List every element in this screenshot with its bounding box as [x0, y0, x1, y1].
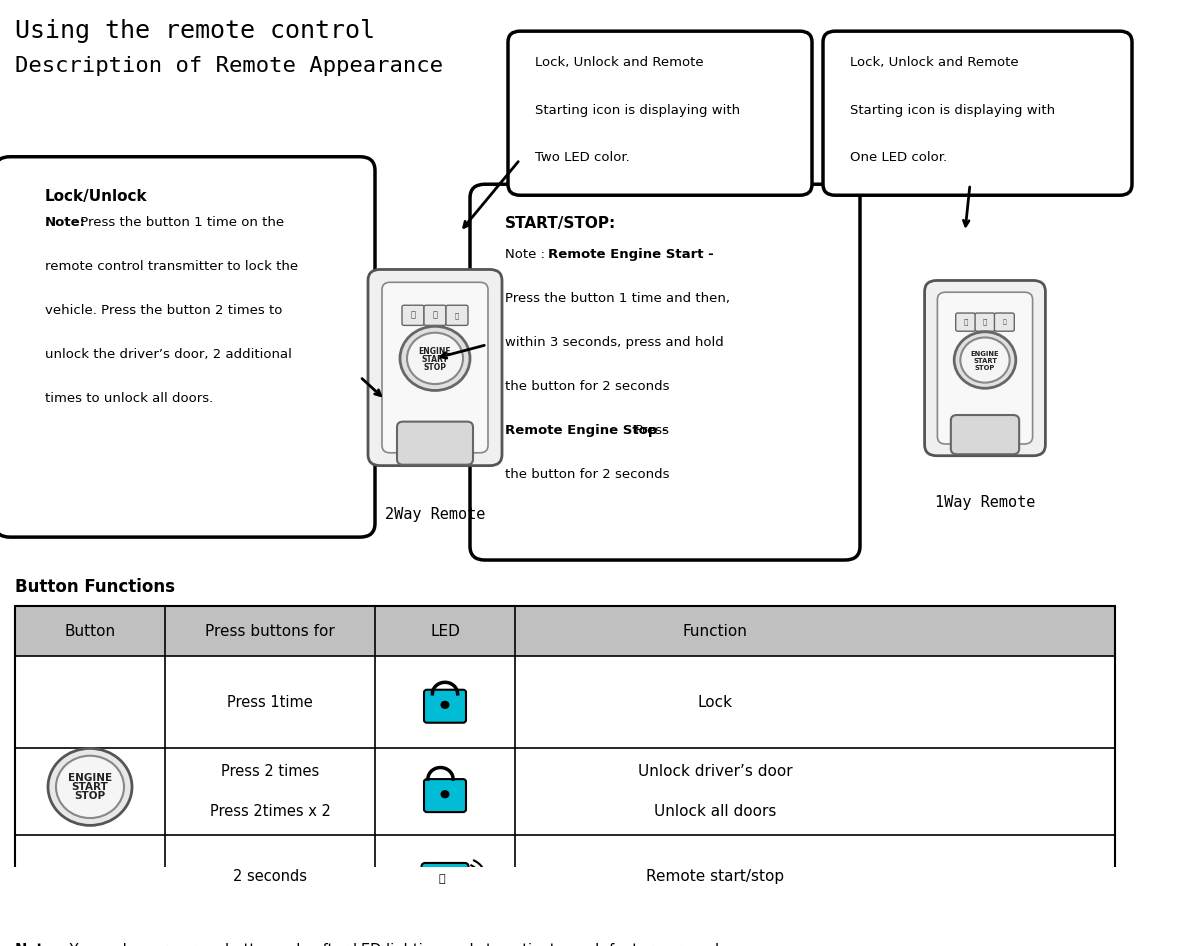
Text: Lock, Unlock and Remote: Lock, Unlock and Remote: [851, 56, 1019, 69]
Text: You make sure press button only after LED lighting ends to activate each feature: You make sure press button only after LE…: [65, 943, 730, 946]
FancyBboxPatch shape: [446, 306, 468, 325]
Text: 2 seconds: 2 seconds: [233, 868, 308, 884]
Text: 🚗: 🚗: [439, 874, 445, 884]
Text: Press 2times x 2: Press 2times x 2: [209, 804, 330, 819]
FancyBboxPatch shape: [397, 422, 473, 464]
Text: ENGINE: ENGINE: [971, 351, 1000, 357]
Circle shape: [400, 326, 470, 391]
Text: START/STOP:: START/STOP:: [505, 217, 616, 232]
Circle shape: [961, 338, 1009, 382]
Text: Press buttons for: Press buttons for: [205, 623, 335, 639]
FancyBboxPatch shape: [382, 282, 489, 453]
Text: the button for 2 seconds: the button for 2 seconds: [505, 380, 670, 394]
Bar: [15, 605, 1116, 657]
FancyBboxPatch shape: [823, 31, 1132, 195]
FancyBboxPatch shape: [424, 690, 466, 723]
Text: within 3 seconds, press and hold: within 3 seconds, press and hold: [505, 337, 724, 349]
FancyBboxPatch shape: [424, 306, 446, 325]
FancyBboxPatch shape: [402, 306, 424, 325]
Text: 2Way Remote: 2Way Remote: [384, 507, 485, 521]
Circle shape: [49, 748, 132, 826]
FancyBboxPatch shape: [508, 31, 812, 195]
Text: Remote Engine Start -: Remote Engine Start -: [549, 249, 715, 261]
FancyBboxPatch shape: [424, 780, 466, 812]
Text: times to unlock all doors.: times to unlock all doors.: [45, 393, 213, 405]
Text: Press: Press: [635, 425, 671, 437]
Text: Lock, Unlock and Remote: Lock, Unlock and Remote: [535, 56, 704, 69]
Text: Starting icon is displaying with: Starting icon is displaying with: [535, 103, 741, 116]
Text: ENGINE: ENGINE: [419, 346, 451, 356]
Text: Remote Engine Stop -: Remote Engine Stop -: [505, 425, 672, 437]
Text: START: START: [972, 358, 997, 364]
FancyBboxPatch shape: [925, 280, 1046, 456]
Text: the button for 2 seconds: the button for 2 seconds: [505, 468, 670, 482]
FancyBboxPatch shape: [956, 313, 976, 331]
Text: Note:: Note:: [15, 943, 60, 946]
FancyBboxPatch shape: [937, 292, 1033, 444]
Text: Starting icon is displaying with: Starting icon is displaying with: [851, 103, 1055, 116]
Text: Button: Button: [64, 623, 116, 639]
Text: START: START: [421, 355, 448, 364]
Text: LED: LED: [431, 623, 460, 639]
Text: 🔓: 🔓: [983, 319, 987, 325]
Text: 1Way Remote: 1Way Remote: [935, 495, 1035, 510]
Text: STOP: STOP: [975, 365, 995, 371]
Text: START: START: [72, 782, 109, 792]
Text: 🔓: 🔓: [433, 311, 438, 320]
FancyBboxPatch shape: [470, 184, 860, 560]
Text: unlock the driver’s door, 2 additional: unlock the driver’s door, 2 additional: [45, 348, 292, 361]
Text: ENGINE: ENGINE: [67, 773, 112, 782]
Text: Press 1time: Press 1time: [227, 694, 312, 710]
Circle shape: [407, 333, 463, 384]
Circle shape: [56, 756, 124, 818]
Text: 🔒: 🔒: [411, 311, 415, 320]
FancyBboxPatch shape: [0, 157, 375, 537]
Text: Press 2 times: Press 2 times: [221, 763, 319, 779]
Text: 🔍: 🔍: [455, 312, 459, 319]
Circle shape: [440, 790, 450, 798]
Text: Function: Function: [683, 623, 748, 639]
FancyBboxPatch shape: [421, 863, 468, 894]
Bar: [15, 605, 1116, 918]
Text: Remote start/stop: Remote start/stop: [646, 868, 784, 884]
Circle shape: [955, 332, 1016, 388]
FancyBboxPatch shape: [975, 313, 995, 331]
Text: remote control transmitter to lock the: remote control transmitter to lock the: [45, 260, 298, 273]
Text: Lock: Lock: [698, 694, 732, 710]
FancyBboxPatch shape: [951, 415, 1020, 454]
Text: Note :: Note :: [505, 249, 549, 261]
Text: Button Functions: Button Functions: [15, 578, 175, 596]
Text: Two LED color.: Two LED color.: [535, 151, 629, 165]
Text: Note:: Note:: [45, 217, 86, 229]
Text: vehicle. Press the button 2 times to: vehicle. Press the button 2 times to: [45, 305, 283, 317]
Text: STOP: STOP: [75, 791, 105, 801]
Text: Unlock all doors: Unlock all doors: [654, 804, 776, 819]
Text: Unlock driver’s door: Unlock driver’s door: [638, 763, 793, 779]
Circle shape: [440, 701, 450, 709]
Text: STOP: STOP: [424, 363, 446, 372]
Text: 🔍: 🔍: [1002, 320, 1007, 324]
Text: Description of Remote Appearance: Description of Remote Appearance: [15, 56, 442, 76]
Text: Press the button 1 time on the: Press the button 1 time on the: [76, 217, 284, 229]
Text: Lock/Unlock: Lock/Unlock: [45, 189, 148, 203]
Text: 🔒: 🔒: [963, 319, 968, 325]
Text: One LED color.: One LED color.: [851, 151, 948, 165]
FancyBboxPatch shape: [995, 313, 1014, 331]
Text: Using the remote control: Using the remote control: [15, 19, 375, 44]
FancyBboxPatch shape: [368, 270, 502, 465]
Text: Press the button 1 time and then,: Press the button 1 time and then,: [505, 292, 730, 306]
